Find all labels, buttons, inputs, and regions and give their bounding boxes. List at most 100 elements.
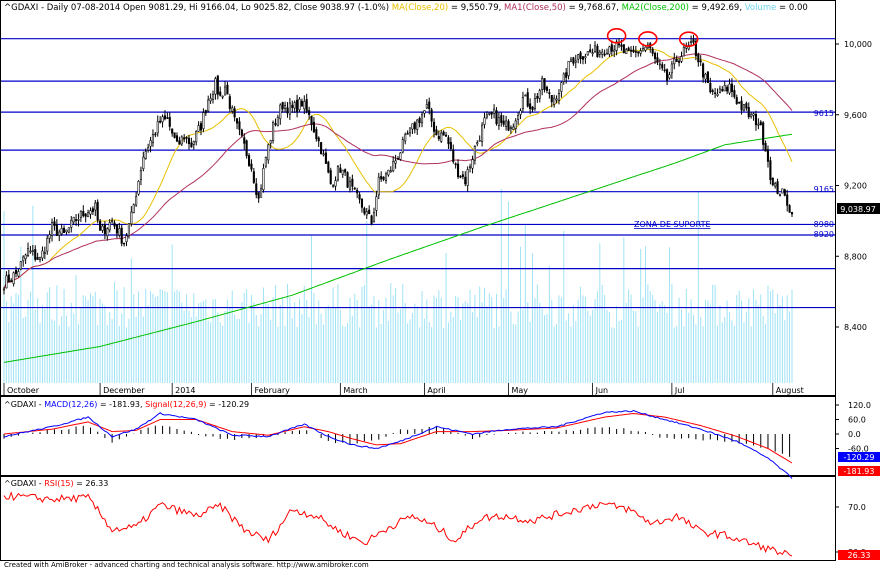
candle-body	[764, 143, 767, 152]
candle-body	[692, 39, 695, 43]
candle-body	[195, 131, 198, 143]
ma50-value: = 9,768.67,	[566, 3, 622, 13]
candle-body	[75, 219, 78, 221]
candle-body	[593, 45, 597, 53]
candle-body	[360, 198, 364, 208]
candle-body	[644, 46, 647, 51]
candle-body	[144, 151, 147, 159]
candle-body	[286, 107, 289, 114]
candle-body	[368, 209, 371, 215]
candle-body	[733, 90, 736, 97]
price-header: ^GDAXI - Daily 07-08-2014 Open 9081.29, …	[4, 3, 808, 13]
candle-body	[339, 167, 342, 173]
candle-body	[257, 192, 260, 199]
candle-body	[428, 101, 431, 110]
month-label: May	[512, 386, 529, 395]
candle-body	[101, 225, 104, 231]
peak-circle	[678, 31, 699, 47]
signal-legend: Signal(12,26,9)	[145, 400, 206, 409]
candle-body	[183, 137, 186, 140]
candle-body	[341, 169, 344, 175]
candle-body	[589, 49, 592, 53]
candle-body	[77, 219, 80, 221]
candle-body	[432, 121, 436, 132]
ma200-legend: MA2(Close,200)	[622, 3, 689, 13]
candle-body	[591, 52, 594, 54]
candle-body	[509, 127, 512, 129]
candle-body	[168, 117, 171, 127]
candle-body	[678, 60, 681, 63]
candle-body	[163, 115, 167, 120]
candle-body	[502, 120, 505, 125]
candle-body	[423, 110, 426, 114]
price-tick-label: 8,400	[844, 323, 867, 332]
candle-body	[192, 140, 195, 145]
month-label: Jun	[595, 386, 609, 395]
candle-body	[747, 107, 750, 118]
candle-body	[406, 132, 409, 135]
candle-body	[46, 238, 49, 252]
candle-body	[627, 47, 630, 51]
candle-body	[447, 137, 450, 145]
candle-body	[661, 64, 664, 69]
candle-body	[416, 119, 419, 130]
candle-body	[781, 188, 784, 194]
candle-body	[610, 44, 613, 52]
candle-body	[464, 176, 467, 185]
candle-body	[26, 248, 30, 256]
candle-body	[675, 58, 678, 62]
candle-body	[329, 170, 332, 185]
candle-body	[384, 173, 388, 181]
candle-body	[262, 168, 265, 190]
candle-body	[704, 73, 707, 80]
candle-body	[221, 95, 224, 98]
candle-body	[375, 196, 378, 211]
candle-body	[481, 124, 484, 142]
candle-body	[58, 231, 61, 236]
candle-body	[699, 60, 702, 63]
candle-body	[666, 69, 669, 81]
signal-value: = -120.29	[206, 400, 249, 409]
candle-body	[444, 134, 448, 137]
candle-body	[139, 170, 142, 180]
peak-markers	[606, 28, 699, 47]
candle-body	[714, 92, 717, 95]
candle-body	[543, 78, 546, 90]
candle-body	[19, 261, 22, 270]
signal-line	[3, 412, 793, 464]
candle-body	[130, 211, 133, 225]
header-symbol: ^GDAXI	[4, 3, 38, 13]
ma20-legend: MA(Close,20)	[392, 3, 448, 13]
candle-body	[94, 202, 97, 211]
candle-body	[303, 101, 306, 110]
candle-body	[497, 117, 500, 126]
zona-suporte-label: ZONA DE SUPORTE	[634, 220, 711, 229]
candle-body	[396, 157, 400, 160]
candle-body	[202, 112, 205, 129]
candle-body	[247, 155, 251, 166]
candle-body	[778, 194, 782, 196]
candle-body	[372, 212, 376, 223]
rsi-tick-label: 70.0	[848, 503, 866, 512]
candle-body	[204, 110, 207, 114]
candle-body	[99, 220, 102, 231]
candle-body	[718, 88, 721, 93]
candle-body	[308, 110, 311, 116]
ma200-line	[3, 133, 793, 363]
candle-body	[685, 46, 688, 49]
candle-body	[103, 224, 106, 235]
candle-body	[173, 132, 176, 138]
month-label: March	[343, 386, 367, 395]
rsi-badge	[838, 550, 880, 560]
candle-body	[276, 116, 279, 126]
candle-body	[392, 161, 395, 172]
candle-body	[697, 54, 700, 63]
candle-body	[411, 123, 414, 130]
candle-body	[762, 122, 765, 145]
candle-body	[60, 228, 63, 235]
candle-body	[531, 106, 534, 110]
macd-value: = -181.93,	[97, 400, 145, 409]
candle-body	[238, 121, 241, 130]
candle-body	[399, 152, 402, 160]
